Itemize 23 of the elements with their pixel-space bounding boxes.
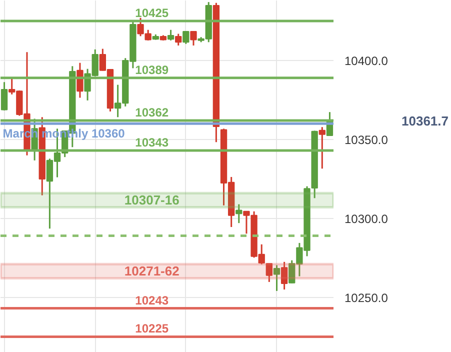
ref-line-label: 10225 (135, 322, 169, 336)
ref-line-label: 10425 (135, 6, 169, 20)
y-tick-label: 10400.0 (344, 54, 388, 68)
candlestick (0, 81, 8, 112)
candlestick (175, 33, 182, 46)
y-tick-label: 10250.0 (344, 290, 388, 305)
y-tick-label: 10350.0 (344, 132, 388, 147)
candlestick (280, 261, 288, 290)
band-label: 10307-16 (124, 192, 180, 208)
candlestick (318, 126, 326, 170)
candlestick (236, 204, 242, 224)
ref-line-label: 10362 (135, 105, 169, 120)
candlestick (273, 264, 280, 292)
band-label: 10271-62 (124, 264, 180, 279)
ref-line-label: 10243 (135, 293, 169, 308)
ref-line-label: 10389 (135, 62, 169, 77)
candlestick (167, 29, 174, 42)
text: 10361.7 (402, 113, 448, 128)
y-tick-label: 10300.0 (344, 212, 388, 226)
candlestick (76, 62, 84, 98)
candlestick (182, 30, 190, 45)
ref-line-label: 10343 (135, 135, 169, 150)
candlestick (190, 30, 197, 46)
